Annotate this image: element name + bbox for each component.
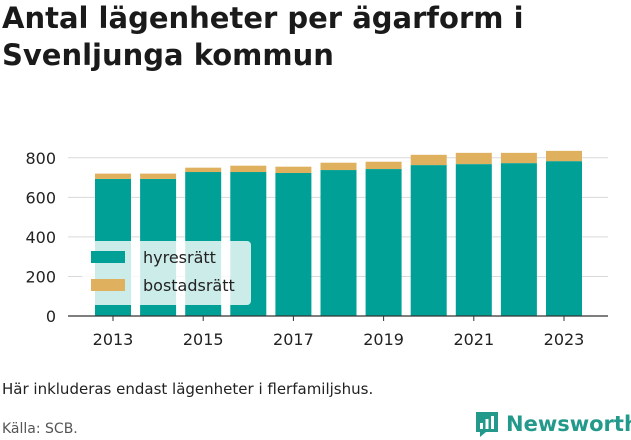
y-axis-ticks: 0 200 400 600 800: [25, 149, 56, 326]
bar-bostadsratt-2016: [230, 165, 267, 173]
y-tick-label: 800: [25, 149, 56, 168]
chart-title: Antal lägenheter per ägarform i Svenljun…: [2, 1, 524, 72]
bar-bostadsratt-2015: [185, 167, 222, 173]
x-axis-ticks: 2013 2015 2017 2019 2021 2023: [93, 316, 585, 349]
bar-hyresratt-2022: [500, 163, 537, 316]
x-tick-label: 2023: [544, 330, 585, 349]
legend-swatch-bostadsratt: [91, 279, 125, 291]
x-tick-label: 2015: [183, 330, 224, 349]
legend-label-bostadsratt: bostadsrätt: [143, 276, 235, 295]
bar-bostadsratt-2013: [95, 173, 131, 179]
y-tick-label: 200: [25, 267, 56, 286]
bar-bostadsratt-2021: [455, 152, 492, 165]
bar-bostadsratt-2019: [365, 161, 402, 170]
chart-note: Här inkluderas endast lägenheter i flerf…: [2, 380, 374, 398]
bar-hyresratt-2018: [320, 170, 357, 316]
bar-hyresratt-2017: [275, 173, 312, 316]
legend: hyresrätt bostadsrätt: [82, 241, 251, 305]
bar-bostadsratt-2017: [275, 166, 312, 174]
bar-hyresratt-2019: [365, 169, 402, 316]
bar-chart-logo-icon: [476, 412, 498, 437]
bar-hyresratt-2023: [546, 161, 582, 316]
y-tick-label: 600: [25, 188, 56, 207]
x-tick-label: 2017: [273, 330, 314, 349]
stacked-bar-chart: 0 200 400 600 800 2013 2015 2017 2019 2021 2023 h…: [25, 149, 608, 349]
bar-bostadsratt-2014: [140, 173, 177, 179]
x-tick-label: 2021: [453, 330, 494, 349]
y-tick-label: 0: [46, 307, 56, 326]
bar-bostadsratt-2018: [320, 162, 357, 171]
bar-bostadsratt-2020: [410, 154, 447, 166]
bar-hyresratt-2021: [455, 164, 492, 316]
bar-hyresratt-2020: [410, 165, 447, 316]
legend-swatch-hyresratt: [91, 251, 125, 263]
y-tick-label: 400: [25, 228, 56, 247]
x-tick-label: 2013: [93, 330, 134, 349]
legend-label-hyresratt: hyresrätt: [143, 248, 216, 267]
bar-bostadsratt-2023: [546, 150, 582, 162]
bar-bostadsratt-2022: [500, 152, 537, 164]
brand-name: Newsworthy: [506, 412, 631, 436]
source-label: Källa: SCB.: [2, 421, 78, 437]
brand-logo: Newsworthy: [474, 408, 631, 440]
x-tick-label: 2019: [363, 330, 404, 349]
